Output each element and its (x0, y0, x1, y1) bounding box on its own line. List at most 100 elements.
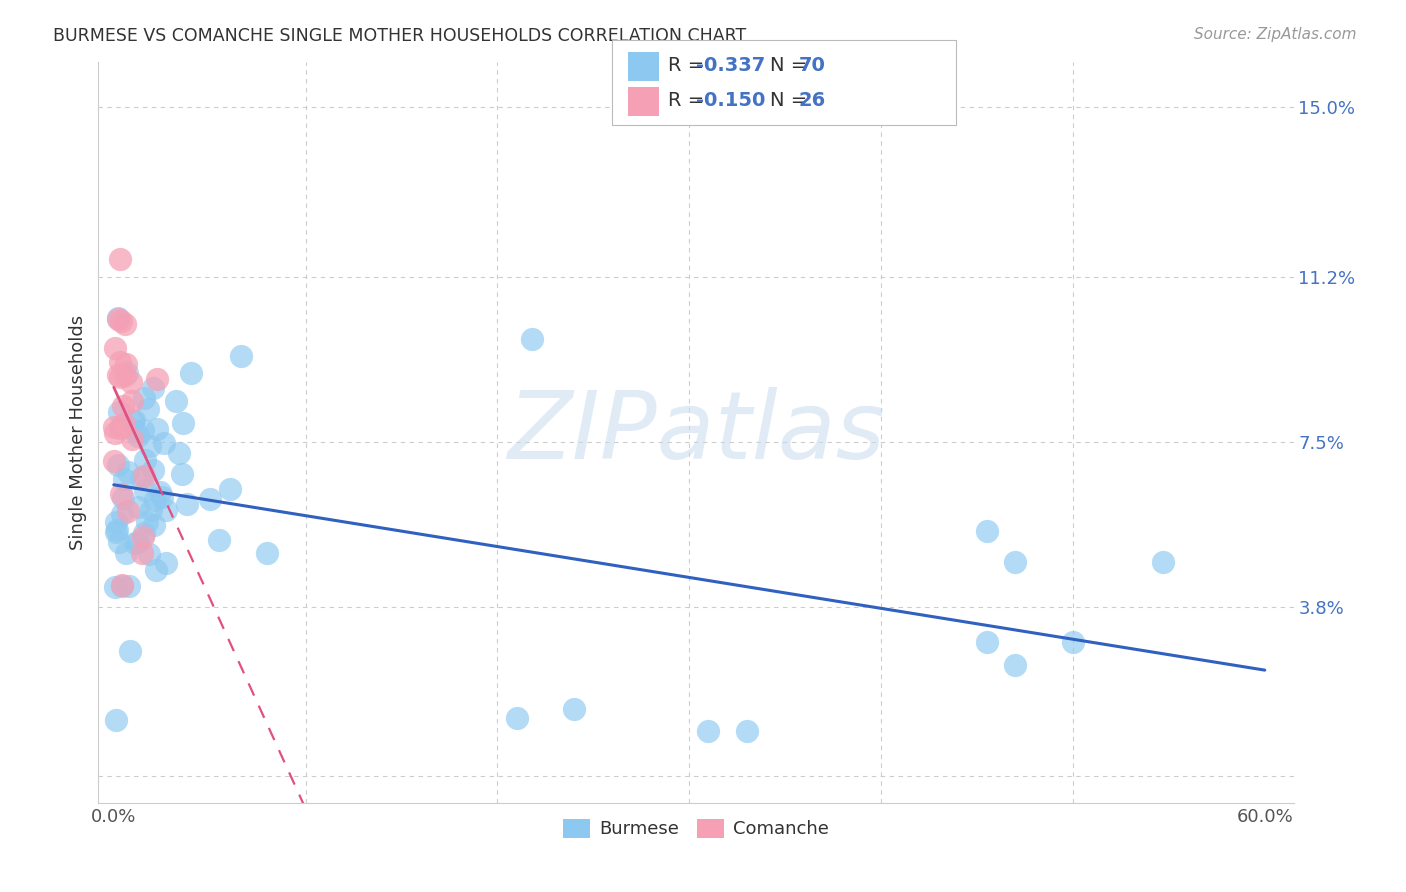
Point (124, 424, 146, 438)
Text: N =: N = (770, 55, 814, 75)
Point (198, 492, 221, 507)
Point (104, 714, 127, 728)
Point (107, 368, 129, 382)
Text: 70: 70 (799, 55, 825, 75)
Point (127, 500, 149, 514)
Point (121, 394, 143, 409)
Point (134, 469, 156, 483)
Point (122, 415, 145, 429)
Point (1004, 555, 1026, 569)
Point (108, 534, 131, 549)
Point (110, 420, 132, 434)
Point (118, 579, 141, 593)
Text: 26: 26 (799, 91, 825, 111)
Text: R =: R = (668, 91, 710, 111)
Point (153, 435, 176, 450)
Point (229, 349, 252, 363)
Point (256, 546, 278, 560)
Point (142, 463, 165, 477)
Point (107, 458, 129, 473)
Point (976, 524, 998, 538)
Point (143, 493, 166, 508)
Point (105, 525, 128, 540)
Point (219, 482, 242, 496)
Point (124, 536, 146, 550)
Point (107, 312, 129, 326)
Legend: Burmese, Comanche: Burmese, Comanche (555, 812, 837, 846)
Point (1004, 657, 1026, 672)
Point (112, 417, 135, 431)
Point (1062, 635, 1084, 649)
Point (129, 470, 152, 484)
Point (150, 490, 173, 504)
Point (103, 453, 125, 467)
Point (139, 439, 162, 453)
Point (165, 394, 187, 409)
Point (111, 579, 134, 593)
Text: Source: ZipAtlas.com: Source: ZipAtlas.com (1194, 27, 1357, 42)
Point (134, 483, 156, 497)
Point (114, 317, 136, 331)
Point (145, 563, 167, 577)
Point (520, 332, 543, 346)
Point (155, 502, 177, 516)
Point (562, 702, 585, 716)
Point (697, 724, 720, 739)
Point (120, 376, 142, 390)
Point (138, 547, 160, 561)
Point (104, 580, 127, 594)
Point (112, 472, 135, 486)
Point (976, 635, 998, 649)
Point (1152, 555, 1174, 569)
Point (139, 503, 162, 517)
Point (105, 523, 128, 537)
Point (143, 518, 166, 533)
Point (172, 467, 194, 481)
Point (146, 371, 169, 385)
Point (108, 370, 131, 384)
Point (132, 392, 155, 406)
Point (134, 452, 156, 467)
Point (108, 405, 131, 419)
Point (169, 446, 191, 460)
Text: -0.150: -0.150 (696, 91, 765, 111)
Point (103, 420, 125, 434)
Point (110, 507, 132, 521)
Point (134, 526, 156, 541)
Point (121, 432, 143, 446)
Point (735, 724, 758, 739)
Point (112, 399, 135, 413)
Point (172, 417, 194, 431)
Point (124, 413, 146, 427)
Point (142, 381, 165, 395)
Y-axis label: Single Mother Households: Single Mother Households (69, 315, 87, 550)
Text: BURMESE VS COMANCHE SINGLE MOTHER HOUSEHOLDS CORRELATION CHART: BURMESE VS COMANCHE SINGLE MOTHER HOUSEH… (53, 27, 747, 45)
Point (146, 422, 169, 436)
Point (149, 484, 172, 499)
Point (104, 515, 127, 529)
Point (505, 711, 527, 725)
Point (117, 465, 139, 479)
Point (127, 428, 149, 442)
Point (118, 644, 141, 658)
Point (115, 366, 138, 380)
Text: -0.337: -0.337 (696, 55, 765, 75)
Point (132, 423, 155, 437)
Point (108, 355, 131, 369)
Point (131, 546, 153, 560)
Point (117, 504, 139, 518)
Point (180, 366, 202, 380)
Point (208, 533, 231, 547)
Text: N =: N = (770, 91, 814, 111)
Point (112, 491, 135, 505)
Point (132, 530, 155, 544)
Point (176, 497, 198, 511)
Point (115, 546, 138, 560)
Point (104, 426, 127, 441)
Point (110, 487, 132, 501)
Point (127, 534, 149, 549)
Text: R =: R = (668, 55, 710, 75)
Point (108, 421, 131, 435)
Point (107, 311, 129, 326)
Point (104, 341, 127, 355)
